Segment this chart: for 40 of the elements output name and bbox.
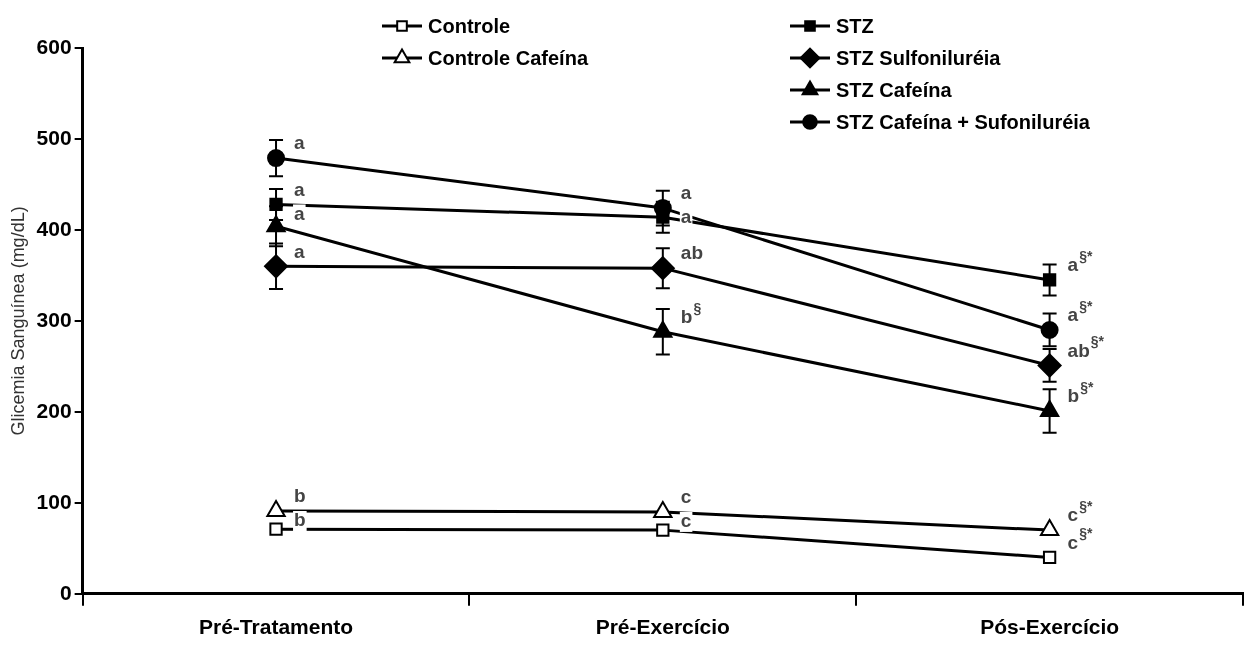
legend-label: STZ Sulfoniluréia xyxy=(836,46,1001,70)
annotation: a xyxy=(294,240,306,262)
legend-label: Controle Cafeína xyxy=(428,46,589,70)
legend-label: STZ Cafeína xyxy=(836,78,952,102)
y-tick-label: 500 xyxy=(36,125,72,149)
annotation: ab xyxy=(680,242,704,264)
annotation: a xyxy=(294,202,306,224)
x-tick-label: Pré-Exercício xyxy=(595,615,730,639)
annotation: b xyxy=(294,485,306,507)
x-tick-label: Pós-Exercício xyxy=(980,615,1120,639)
annotation: c xyxy=(680,486,692,508)
legend-label: Controle xyxy=(428,14,511,38)
annotation: c§* xyxy=(1067,525,1093,553)
y-axis-title: Glicemia Sanguínea (mg/dL) xyxy=(7,206,28,436)
point xyxy=(269,522,283,536)
point xyxy=(266,500,286,518)
y-tick-label: 100 xyxy=(36,489,72,513)
annotation: a xyxy=(680,206,692,228)
annotation: c xyxy=(680,510,692,532)
point xyxy=(656,523,670,537)
annotation: a§* xyxy=(1067,297,1093,326)
annotation: b§* xyxy=(1067,378,1094,407)
annotation: a xyxy=(294,178,306,200)
point xyxy=(1042,550,1057,565)
y-tick-label: 0 xyxy=(59,580,72,604)
x-tick-label: Pré-Tratamento xyxy=(199,615,354,639)
y-tick-label: 200 xyxy=(36,398,72,422)
annotation: c§* xyxy=(1067,497,1093,526)
y-tick-label: 600 xyxy=(36,34,72,58)
annotation: a xyxy=(680,182,692,204)
legend-label: STZ xyxy=(836,14,874,38)
annotation: a§* xyxy=(1067,247,1093,276)
point xyxy=(1039,519,1060,537)
annotation: a xyxy=(294,132,306,154)
annotation: ab§* xyxy=(1067,333,1105,361)
y-tick-label: 300 xyxy=(36,307,72,331)
annotation: b xyxy=(294,509,306,531)
annotation: b§ xyxy=(680,299,702,328)
legend-label: STZ Cafeína + Sufoniluréia xyxy=(836,110,1090,134)
y-tick-label: 400 xyxy=(36,216,72,240)
